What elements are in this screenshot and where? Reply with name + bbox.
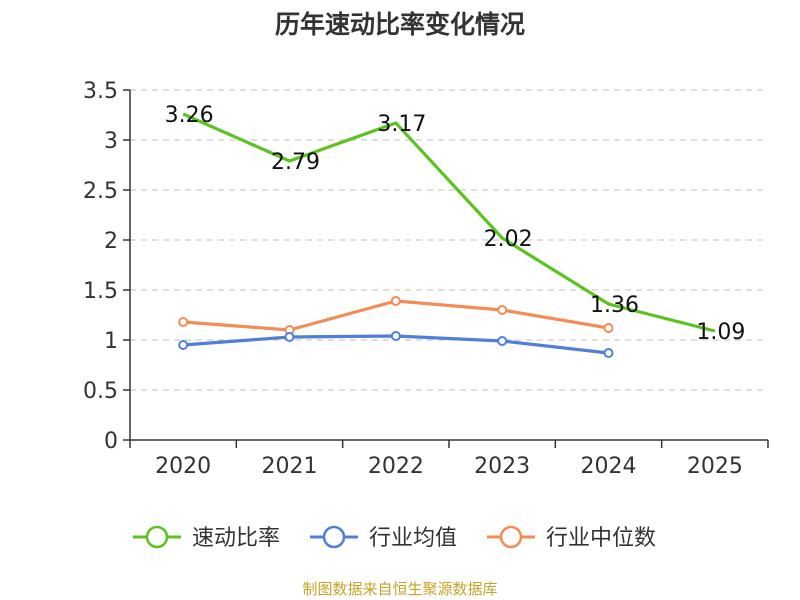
series-point-2 — [390, 296, 401, 306]
x-tick-label: 2023 — [474, 454, 530, 479]
data-label: 3.17 — [377, 112, 426, 137]
y-tick-label: 1 — [104, 329, 118, 354]
legend-marker — [499, 525, 523, 549]
y-tick-label: 1.5 — [83, 279, 118, 304]
series-point-2 — [178, 317, 189, 327]
legend-label: 行业均值 — [369, 526, 457, 551]
x-tick-label: 2024 — [581, 454, 637, 479]
series-point-1 — [284, 332, 295, 342]
series-line-0 — [182, 112, 716, 333]
x-tick-label: 2020 — [155, 454, 211, 479]
series-point-1 — [497, 336, 508, 346]
y-tick-label: 0 — [104, 429, 118, 454]
data-label: 2.79 — [271, 150, 320, 175]
x-tick-label: 2022 — [368, 454, 424, 479]
series-point-1 — [178, 340, 189, 350]
legend-marker — [145, 525, 169, 549]
series-point-1 — [390, 331, 401, 341]
data-label: 1.09 — [696, 320, 745, 345]
y-tick-label: 0.5 — [83, 379, 118, 404]
legend-label: 速动比率 — [192, 526, 280, 551]
series-point-1 — [603, 348, 614, 358]
series-point-2 — [603, 323, 614, 333]
y-tick-label: 2.5 — [83, 179, 118, 204]
data-label: 2.02 — [484, 227, 533, 252]
chart-title: 历年速动比率变化情况 — [274, 10, 525, 39]
y-tick-label: 3.5 — [83, 79, 118, 104]
data-label: 1.36 — [590, 293, 639, 318]
y-tick-label: 2 — [104, 229, 118, 254]
y-tick-label: 3 — [104, 129, 118, 154]
x-tick-label: 2021 — [262, 454, 318, 479]
source-note: 制图数据来自恒生聚源数据库 — [302, 580, 498, 598]
data-label: 3.26 — [165, 103, 214, 128]
legend-marker — [322, 525, 346, 549]
series-point-2 — [497, 305, 508, 315]
legend-label: 行业中位数 — [546, 526, 656, 551]
x-tick-label: 2025 — [687, 454, 743, 479]
